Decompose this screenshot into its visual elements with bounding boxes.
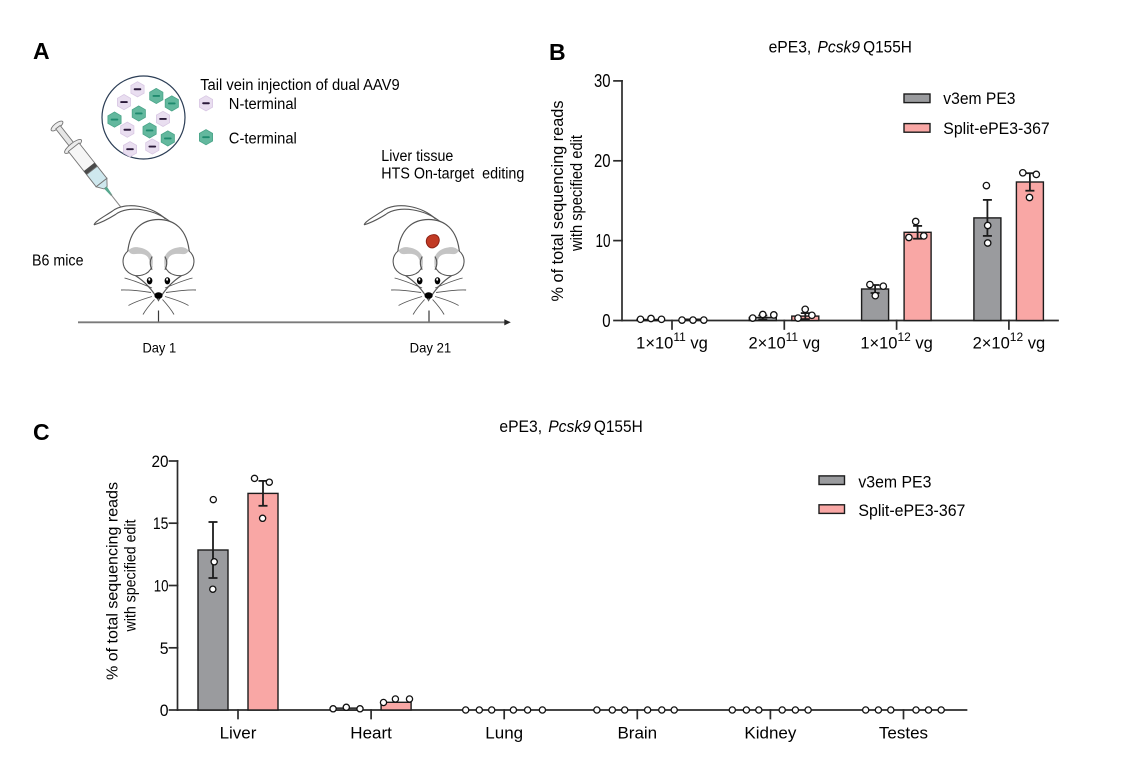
svg-text:B: B [549, 39, 566, 65]
svg-text:ePE3,: ePE3, [769, 39, 812, 57]
svg-text:Split-ePE3-367: Split-ePE3-367 [858, 502, 965, 520]
svg-text:1×1011 vg: 1×1011 vg [636, 330, 708, 353]
svg-text:Lung: Lung [485, 724, 523, 743]
svg-text:Brain: Brain [617, 724, 657, 743]
svg-text:C: C [33, 419, 50, 445]
svg-text:0: 0 [602, 311, 610, 331]
svg-text:B6 mice: B6 mice [32, 253, 84, 270]
svg-text:Pcsk9: Pcsk9 [817, 39, 860, 57]
svg-text:30: 30 [594, 71, 611, 91]
svg-text:Day 1: Day 1 [142, 340, 176, 356]
svg-text:0: 0 [160, 701, 169, 720]
svg-text:Liver: Liver [220, 724, 257, 743]
svg-text:20: 20 [594, 151, 611, 171]
svg-text:N-terminal: N-terminal [229, 96, 297, 113]
svg-text:A: A [33, 38, 50, 64]
svg-text:% of total sequencing reads: % of total sequencing reads [549, 101, 567, 302]
svg-text:Liver tissue: Liver tissue [381, 148, 453, 165]
svg-text:20: 20 [152, 452, 169, 471]
svg-text:10: 10 [596, 231, 611, 251]
svg-text:Kidney: Kidney [744, 724, 796, 743]
svg-text:5: 5 [160, 639, 169, 658]
svg-text:HTS On-target editing: HTS On-target editing [381, 165, 524, 182]
svg-text:Split-ePE3-367: Split-ePE3-367 [943, 120, 1049, 138]
svg-text:ePE3,: ePE3, [499, 418, 542, 436]
svg-text:v3em PE3: v3em PE3 [858, 473, 931, 491]
svg-text:with specified edit: with specified edit [123, 519, 140, 632]
svg-text:Testes: Testes [879, 724, 928, 743]
svg-text:Heart: Heart [350, 724, 392, 743]
svg-text:C-terminal: C-terminal [229, 131, 297, 148]
svg-text:with specified edit: with specified edit [568, 135, 586, 252]
svg-text:Pcsk9: Pcsk9 [548, 418, 591, 436]
svg-text:2×1012 vg: 2×1012 vg [973, 330, 1046, 353]
svg-text:Q155H: Q155H [863, 39, 912, 57]
svg-text:1×1012 vg: 1×1012 vg [860, 330, 933, 353]
svg-text:2×1011 vg: 2×1011 vg [748, 330, 820, 353]
svg-text:Tail vein injection of dual AA: Tail vein injection of dual AAV9 [200, 77, 400, 94]
svg-text:Day 21: Day 21 [410, 340, 452, 356]
svg-text:15: 15 [153, 514, 169, 533]
svg-text:% of total sequencing reads: % of total sequencing reads [105, 482, 122, 680]
svg-text:Q155H: Q155H [594, 418, 643, 436]
svg-text:10: 10 [154, 577, 169, 596]
svg-text:v3em PE3: v3em PE3 [943, 90, 1015, 108]
